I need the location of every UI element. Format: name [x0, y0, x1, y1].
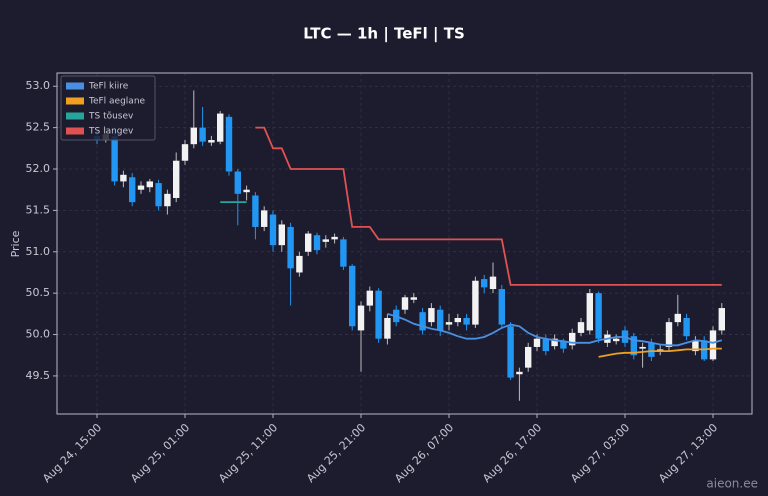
candle-body: [137, 185, 145, 190]
candle-body: [296, 255, 303, 273]
candle-body: [665, 322, 673, 347]
candle-body: [261, 210, 268, 227]
y-tick-label: 53.0: [26, 79, 51, 92]
legend-label: TS langev: [88, 127, 134, 137]
candle-body: [111, 135, 118, 182]
candle-body: [569, 332, 576, 346]
y-axis-label: Price: [9, 230, 22, 257]
candle-body: [305, 233, 312, 252]
candle-body: [463, 317, 470, 325]
candle-body: [507, 326, 514, 378]
candle-body: [533, 338, 541, 347]
y-tick-label: 49.5: [26, 369, 51, 382]
candle-body: [481, 279, 488, 288]
candle-body: [278, 224, 285, 246]
candle-body: [639, 346, 646, 349]
candle-body: [384, 317, 391, 339]
candle-body: [454, 317, 461, 323]
candle-body: [243, 189, 250, 193]
candle-body: [683, 317, 690, 337]
candle-body: [613, 338, 620, 342]
candle-body: [340, 239, 347, 267]
candle-body: [366, 290, 373, 306]
candle-body: [472, 280, 479, 325]
candle-body: [164, 193, 171, 207]
candle-body: [208, 140, 215, 143]
candle-body: [718, 308, 725, 331]
candle-body: [419, 312, 426, 331]
candle-body: [648, 342, 655, 357]
legend-swatch: [66, 97, 84, 105]
legend-label: TS tõusev: [88, 112, 134, 122]
candle-body: [331, 236, 338, 240]
candle-body: [120, 174, 127, 182]
candle-body: [146, 181, 153, 188]
line-series: [598, 347, 722, 358]
candle-body: [322, 239, 329, 242]
candle-body: [199, 127, 206, 142]
watermark: aieon.ee: [706, 477, 758, 491]
candle-body: [498, 289, 505, 325]
line-series: [387, 313, 723, 347]
candle-body: [542, 338, 549, 352]
y-tick-label: 50.0: [26, 328, 51, 341]
candle-body: [181, 144, 189, 161]
candle-body: [709, 330, 717, 360]
candle-body: [577, 322, 585, 333]
candle-body: [375, 290, 382, 339]
candle-body: [489, 276, 497, 290]
chart-title: LTC — 1h | TeFl | TS: [303, 25, 465, 44]
candle-body: [129, 177, 136, 203]
candle-body: [595, 293, 602, 339]
candle-body: [516, 371, 523, 375]
candle-body: [437, 309, 444, 331]
candle-body: [445, 322, 453, 325]
legend: TeFl kiire TeFl aeglane TS tõusev TS langev: [60, 75, 156, 141]
candle-body: [252, 195, 259, 227]
candle-body: [525, 346, 532, 368]
candle-body: [217, 113, 224, 142]
candle-body: [560, 341, 567, 349]
candle-body: [401, 297, 409, 310]
y-tick-label: 51.0: [26, 245, 51, 258]
legend-swatch: [66, 112, 84, 120]
legend-swatch: [66, 127, 84, 135]
legend-label: TeFl kiire: [88, 82, 129, 92]
candle-body: [225, 116, 233, 172]
candle-body: [674, 313, 681, 323]
candle-body: [155, 183, 162, 207]
candle-body: [190, 127, 197, 145]
candle-body: [269, 214, 277, 246]
candle-body: [349, 265, 356, 327]
candle-body: [586, 293, 593, 331]
line-series: [255, 126, 722, 286]
plot-frame: [56, 72, 753, 415]
candle-body: [428, 308, 435, 323]
candle-body: [692, 341, 699, 352]
candle-body: [410, 297, 417, 300]
legend-box: [60, 75, 156, 141]
candle-body: [357, 305, 365, 331]
candle-body: [313, 235, 321, 251]
y-tick-label: 52.5: [26, 121, 51, 134]
candle-body: [551, 338, 558, 347]
y-tick-label: 50.5: [26, 286, 51, 299]
candle-body: [630, 336, 637, 356]
y-tick-label: 52.0: [26, 162, 51, 175]
legend-swatch: [66, 82, 84, 90]
y-tick-label: 51.5: [26, 203, 51, 216]
legend-label: TeFl aeglane: [88, 97, 146, 107]
candle-body: [287, 226, 294, 269]
candle-body: [173, 160, 180, 198]
candle-body: [234, 171, 241, 194]
